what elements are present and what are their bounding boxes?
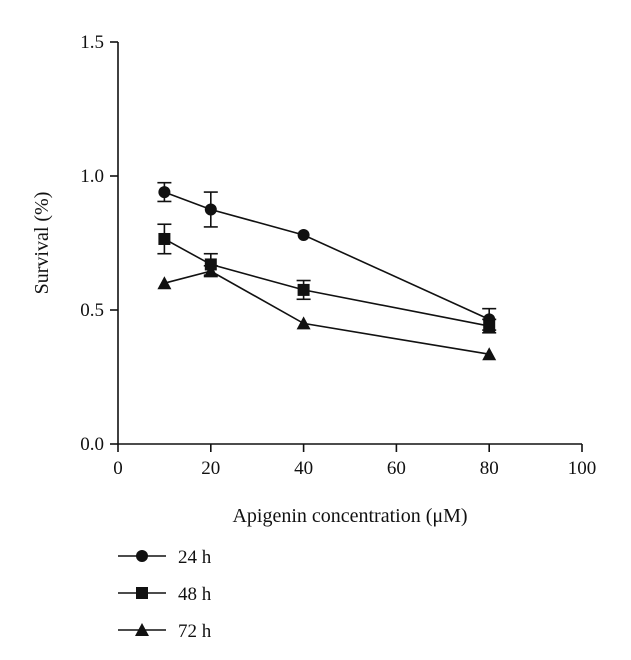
data-point	[297, 283, 310, 296]
series-2	[157, 264, 497, 361]
legend-label: 24 h	[178, 547, 212, 568]
data-point	[296, 316, 311, 330]
data-point	[158, 232, 171, 245]
series-layer	[157, 181, 497, 361]
axes	[117, 42, 582, 445]
y-axis-title: Survival (%)	[31, 192, 53, 295]
y-tick-label: 0.0	[80, 434, 104, 455]
ticks: 0 20 40 60 80 100 0.0 0.5 1.0 1.5	[80, 32, 596, 479]
legend-marker	[135, 623, 149, 636]
legend-item: 48 h	[118, 584, 212, 605]
series-line	[164, 270, 490, 356]
legend-item: 72 h	[118, 621, 212, 642]
x-tick-label: 20	[201, 458, 220, 479]
x-tick-label: 0	[113, 458, 123, 479]
series-1	[157, 223, 497, 334]
y-tick-label: 0.5	[80, 300, 104, 321]
legend-label: 48 h	[178, 584, 212, 605]
data-point	[483, 320, 496, 333]
x-tick-label: 60	[387, 458, 406, 479]
data-point	[203, 264, 218, 278]
data-point	[158, 186, 171, 199]
legend-marker	[136, 587, 148, 599]
x-tick-label: 80	[480, 458, 499, 479]
series-line	[164, 191, 490, 321]
series-line	[164, 238, 490, 327]
data-point	[297, 228, 310, 241]
legend-item: 24 h	[118, 547, 212, 568]
series-0	[157, 181, 497, 331]
x-tick-label: 40	[294, 458, 313, 479]
x-axis-title: Apigenin concentration (μM)	[232, 505, 467, 527]
legend-marker	[136, 550, 148, 562]
data-point	[482, 347, 497, 361]
legend-label: 72 h	[178, 621, 212, 642]
data-point	[157, 276, 172, 290]
y-tick-label: 1.5	[80, 32, 104, 53]
x-tick-label: 100	[568, 458, 597, 479]
y-tick-label: 1.0	[80, 166, 104, 187]
data-point	[204, 203, 217, 216]
legend: 24 h 48 h 72 h	[118, 547, 212, 642]
